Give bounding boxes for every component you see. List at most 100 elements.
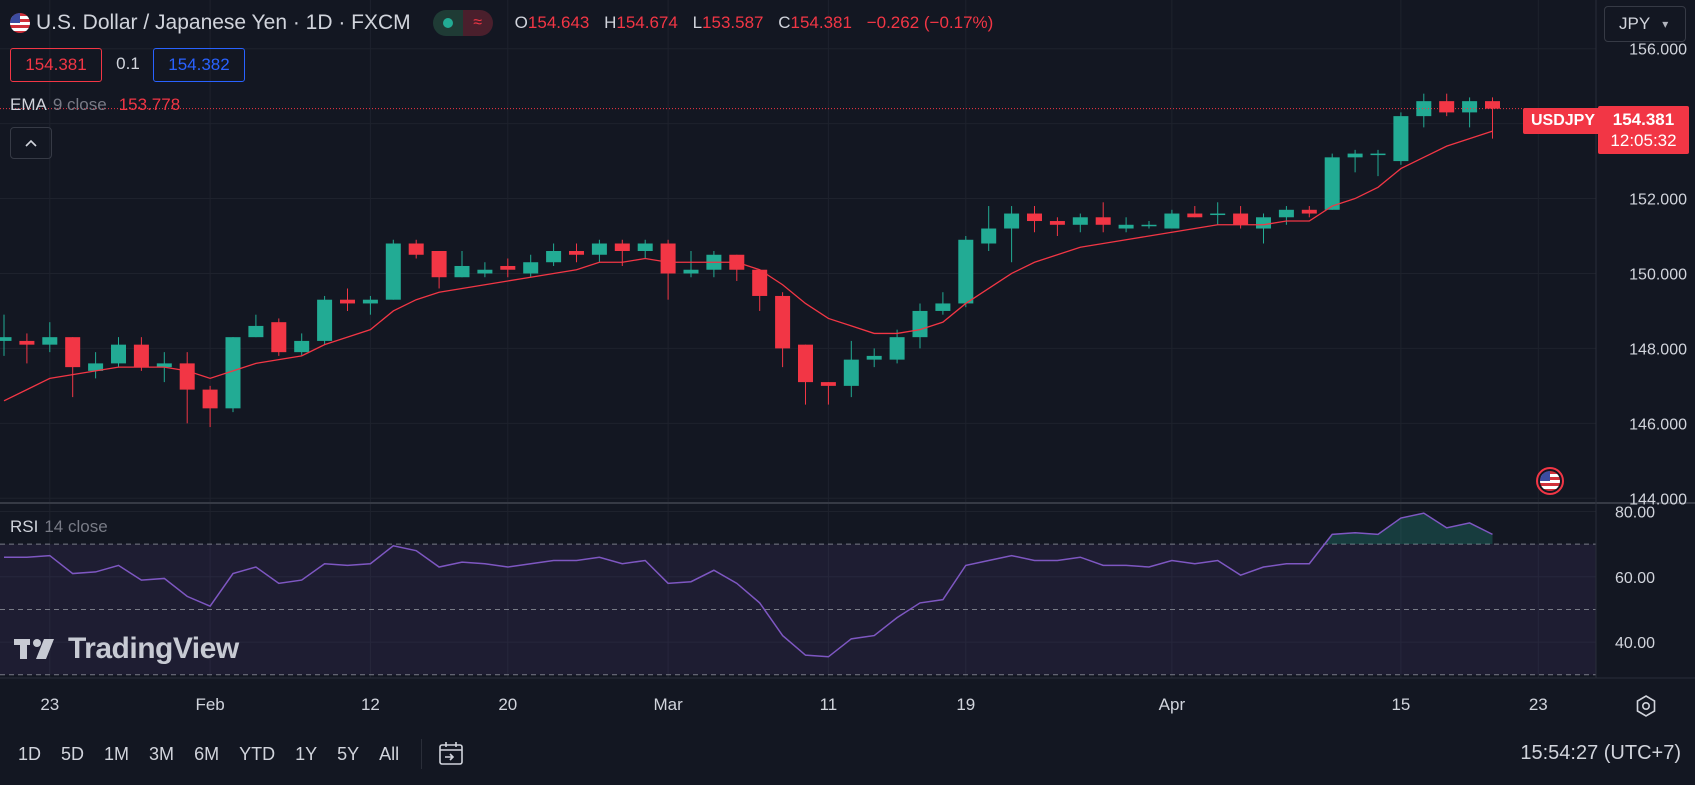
candle-body — [546, 251, 562, 263]
candle-body — [683, 269, 699, 274]
candle — [729, 254, 745, 281]
ema-legend[interactable]: EMA 9 close 153.778 — [10, 95, 180, 115]
candle-body — [1027, 213, 1042, 222]
candle — [1416, 93, 1432, 128]
candle — [637, 239, 653, 259]
chart-canvas[interactable]: 144.000146.000148.000150.000152.000154.0… — [0, 0, 1695, 730]
candle-body — [202, 389, 218, 409]
change-value: −0.262 (−0.17%) — [866, 13, 994, 32]
market-status-pill[interactable]: ≈ — [432, 10, 493, 36]
candle-body — [1004, 213, 1020, 229]
economic-event-marker[interactable] — [1536, 467, 1564, 495]
candle-body — [1210, 213, 1226, 216]
sell-price-button[interactable]: 154.381 — [10, 48, 102, 82]
candle-series — [0, 93, 1500, 428]
last-price-marker: 154.381 12:05:32 — [1598, 106, 1689, 154]
candle-body — [1324, 157, 1340, 210]
close-value: 154.381 — [790, 13, 852, 32]
candle — [431, 251, 447, 289]
timeframe-ytd-button[interactable]: YTD — [239, 743, 276, 764]
spread-value: 0.1 — [116, 54, 140, 73]
time-tick-label: 11 — [820, 695, 838, 714]
candle — [294, 333, 310, 356]
timeframe-1d-button[interactable]: 1D — [18, 743, 42, 764]
timeframe-all-button[interactable]: All — [379, 743, 400, 764]
candle-body — [65, 337, 81, 368]
timeframe-3m-button[interactable]: 3M — [149, 743, 175, 764]
watermark-text: TradingView — [68, 632, 239, 665]
candle — [1462, 97, 1478, 128]
candle-body — [660, 243, 676, 274]
go-to-date-button[interactable] — [436, 739, 466, 769]
candle-body — [1095, 217, 1111, 225]
symbol-price-label: USDJPY — [1523, 108, 1604, 134]
chevron-up-icon — [25, 139, 37, 147]
settings-icon[interactable] — [1634, 694, 1658, 718]
candle — [248, 314, 264, 338]
candle — [65, 337, 81, 398]
time-tick-label: 15 — [1391, 695, 1410, 714]
buy-price-button[interactable]: 154.382 — [153, 48, 245, 82]
candle-body — [1347, 153, 1363, 158]
currency-selector[interactable]: JPY ▾ — [1604, 6, 1686, 42]
candle — [1301, 206, 1317, 218]
candle-body — [1370, 153, 1386, 156]
timeframe-5y-button[interactable]: 5Y — [337, 743, 360, 764]
candle-body — [431, 251, 447, 278]
candle-body — [820, 382, 836, 386]
timeframe-1y-button[interactable]: 1Y — [295, 743, 318, 764]
candle-body — [1233, 213, 1249, 225]
timeframe-1m-button[interactable]: 1M — [104, 743, 130, 764]
time-tick-label: 23 — [1529, 695, 1548, 714]
candle-body — [1439, 101, 1455, 113]
timeframe-6m-button[interactable]: 6M — [194, 743, 220, 764]
candle-body — [179, 363, 195, 390]
candle-body — [42, 337, 58, 345]
candle-body — [454, 265, 470, 278]
candle — [1072, 213, 1088, 233]
candle-body — [1141, 224, 1157, 227]
open-value: 154.643 — [527, 13, 590, 32]
candle — [1004, 206, 1020, 263]
rsi-legend[interactable]: RSI 14 close — [10, 517, 108, 537]
candle — [111, 337, 126, 368]
tradingview-watermark: TradingView — [14, 632, 239, 666]
candle-body — [798, 344, 813, 383]
symbol-legend[interactable]: U.S. Dollar / Japanese Yen · 1D · FXCM ≈… — [10, 8, 1003, 38]
candle-body — [1278, 209, 1294, 218]
approx-icon: ≈ — [462, 10, 493, 36]
candle-body — [1393, 116, 1409, 162]
candle-body — [385, 243, 401, 300]
collapse-legend-button[interactable] — [10, 127, 52, 159]
candle-body — [614, 243, 630, 251]
us-flag-icon — [1540, 471, 1560, 491]
candle-body — [637, 243, 653, 251]
candle-body — [1049, 221, 1065, 225]
timeframe-5d-button[interactable]: 5D — [61, 743, 85, 764]
ema-line — [3, 130, 1493, 402]
time-tick-label: Feb — [195, 695, 224, 714]
time-tick-label: 20 — [498, 695, 517, 714]
candle — [1439, 93, 1455, 117]
candle-body — [156, 363, 172, 368]
candle — [88, 352, 104, 379]
candle — [340, 288, 355, 311]
candle — [569, 243, 584, 263]
bar-countdown: 12:05:32 — [1610, 131, 1677, 150]
calendar-icon — [439, 742, 463, 765]
candle — [1164, 209, 1180, 229]
candle-body — [477, 269, 493, 274]
candle — [798, 344, 813, 405]
candle-body — [752, 269, 768, 296]
rsi-tick-label: 60.00 — [1615, 570, 1655, 587]
rsi-reference-lines — [0, 543, 1596, 676]
ema-params: 9 close — [52, 95, 107, 114]
rsi-overbought-fill — [1324, 513, 1493, 545]
candle-body — [1301, 209, 1317, 214]
candle-body — [225, 337, 241, 409]
candle-body — [569, 251, 584, 255]
candle — [42, 322, 58, 353]
tradingview-logo-icon — [14, 637, 60, 661]
time-tick-label: Apr — [1159, 695, 1186, 714]
timezone-clock[interactable]: 15:54:27 (UTC+7) — [1520, 742, 1681, 764]
